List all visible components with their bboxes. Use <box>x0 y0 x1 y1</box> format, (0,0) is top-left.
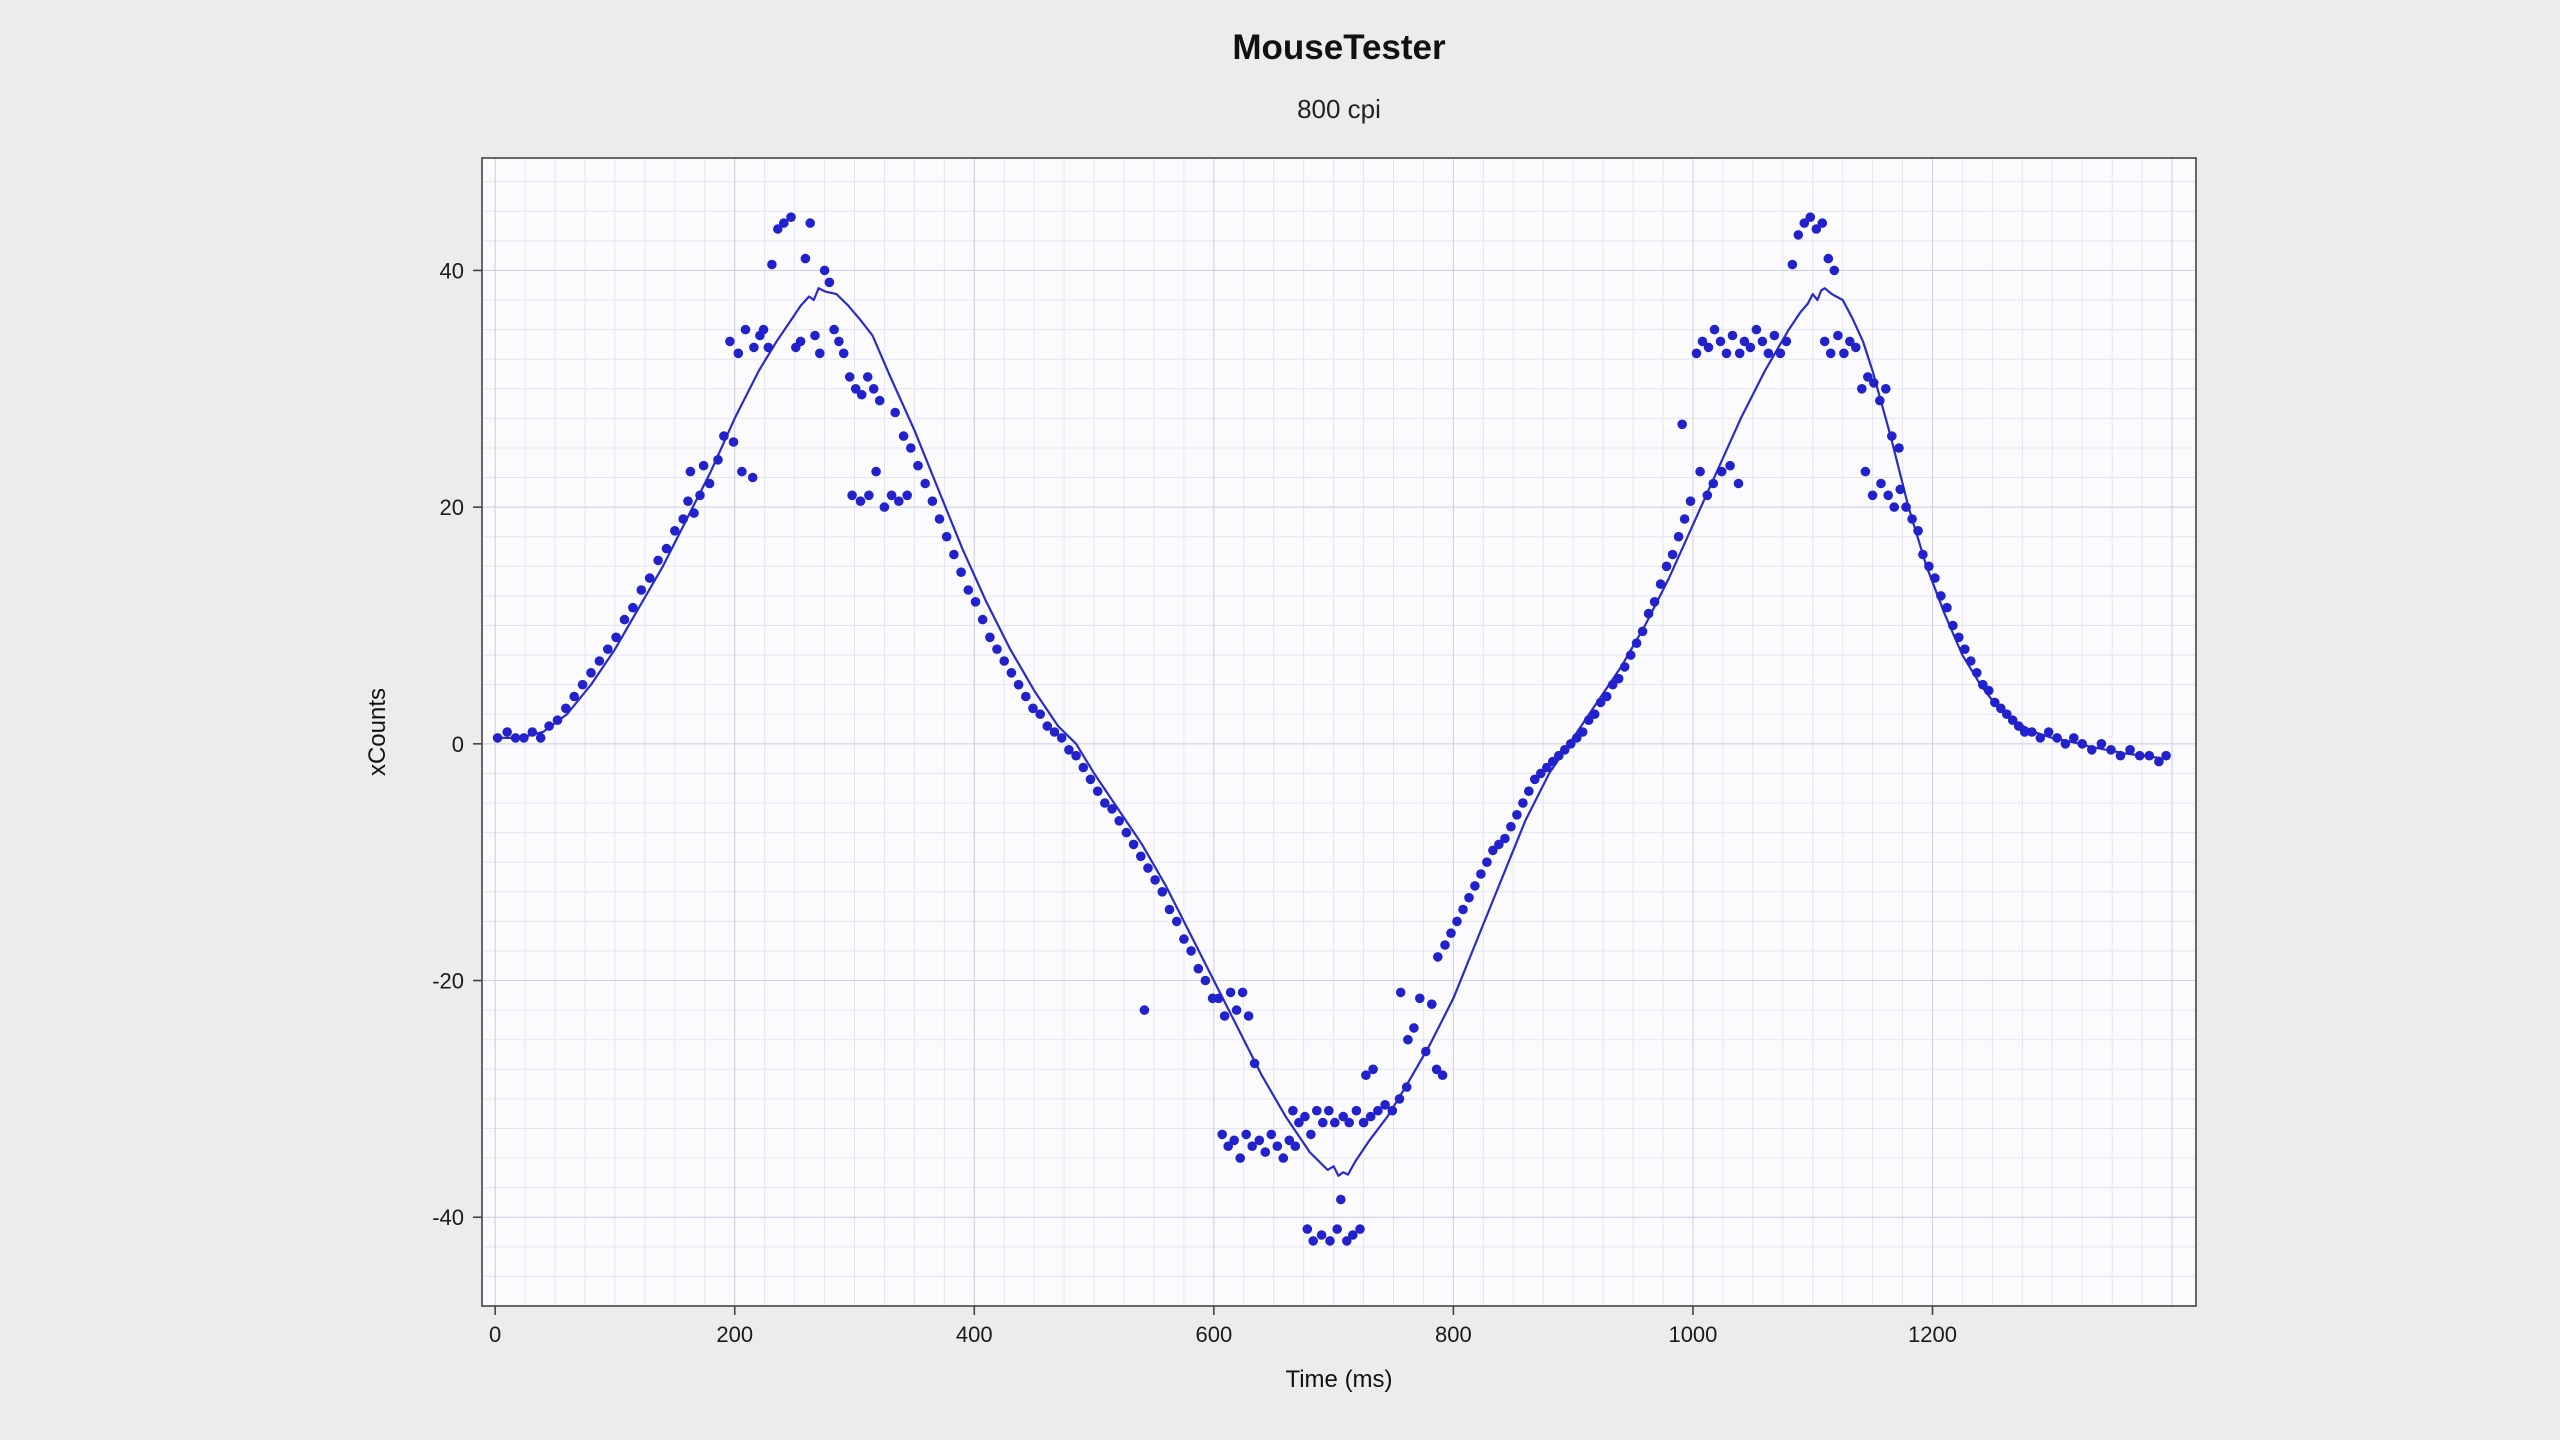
x-tick-label: 400 <box>956 1322 993 1347</box>
x-tick-label: 800 <box>1435 1322 1472 1347</box>
plot-border <box>481 157 2197 1307</box>
x-tick-label: 200 <box>716 1322 753 1347</box>
x-tick-label: 1000 <box>1668 1322 1717 1347</box>
x-tick-label: 600 <box>1195 1322 1232 1347</box>
y-tick-label: 40 <box>440 258 464 283</box>
chart-subtitle: 800 cpi <box>1297 94 1381 124</box>
x-axis-ticks: 0 200 400 600 800 1000 1200 <box>489 1306 1957 1347</box>
chart-title: MouseTester <box>1232 28 1446 67</box>
y-axis-ticks: -40 -20 0 20 40 <box>432 258 482 1230</box>
y-tick-label: 20 <box>440 495 464 520</box>
x-axis-label: Time (ms) <box>1285 1366 1393 1393</box>
grid-major <box>482 158 2196 1306</box>
series-line <box>494 287 2162 1177</box>
y-axis-label: xCounts <box>364 687 391 777</box>
grid-minor <box>482 158 2196 1307</box>
plot-background <box>482 158 2196 1306</box>
y-tick-label: -20 <box>432 969 464 994</box>
series-points <box>492 212 2171 1246</box>
x-tick-label: 0 <box>489 1322 501 1347</box>
x-tick-label: 1200 <box>1908 1322 1957 1347</box>
y-tick-label: 0 <box>452 732 464 757</box>
y-tick-label: -40 <box>432 1205 464 1230</box>
